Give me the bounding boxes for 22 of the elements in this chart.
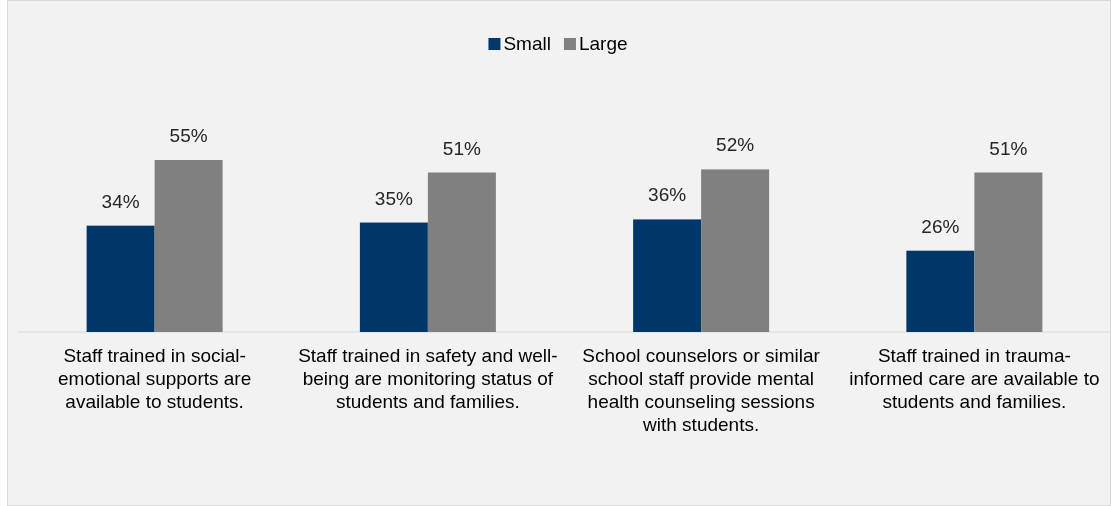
bar xyxy=(701,169,770,332)
bar xyxy=(359,222,428,332)
x-tick-label: Staff trained in trauma-informed care are available to students and families. xyxy=(849,345,1100,412)
legend-label: Large xyxy=(578,33,628,54)
bar xyxy=(906,250,975,332)
legend-label: Small xyxy=(503,33,551,54)
data-label: 55% xyxy=(169,125,208,146)
data-label: 52% xyxy=(716,134,755,156)
data-label: 36% xyxy=(648,184,687,206)
bar xyxy=(633,219,702,332)
data-label: 51% xyxy=(989,137,1028,159)
data-label: 51% xyxy=(442,137,481,159)
bar xyxy=(427,172,496,332)
bar xyxy=(974,172,1043,332)
data-label: 34% xyxy=(101,190,140,212)
bar xyxy=(86,225,155,332)
data-label: 26% xyxy=(921,215,960,237)
x-tick-label: Staff trained in safety and well-being are monitoring status of students and families. xyxy=(298,345,558,412)
bar xyxy=(154,160,223,332)
data-label: 35% xyxy=(374,187,413,209)
x-tick-label: Staff trained in social-emotional supports are available to students. xyxy=(57,345,252,412)
x-tick-label: School counselors or similar school staff provide mental health counseling sessions with students. xyxy=(582,345,821,435)
